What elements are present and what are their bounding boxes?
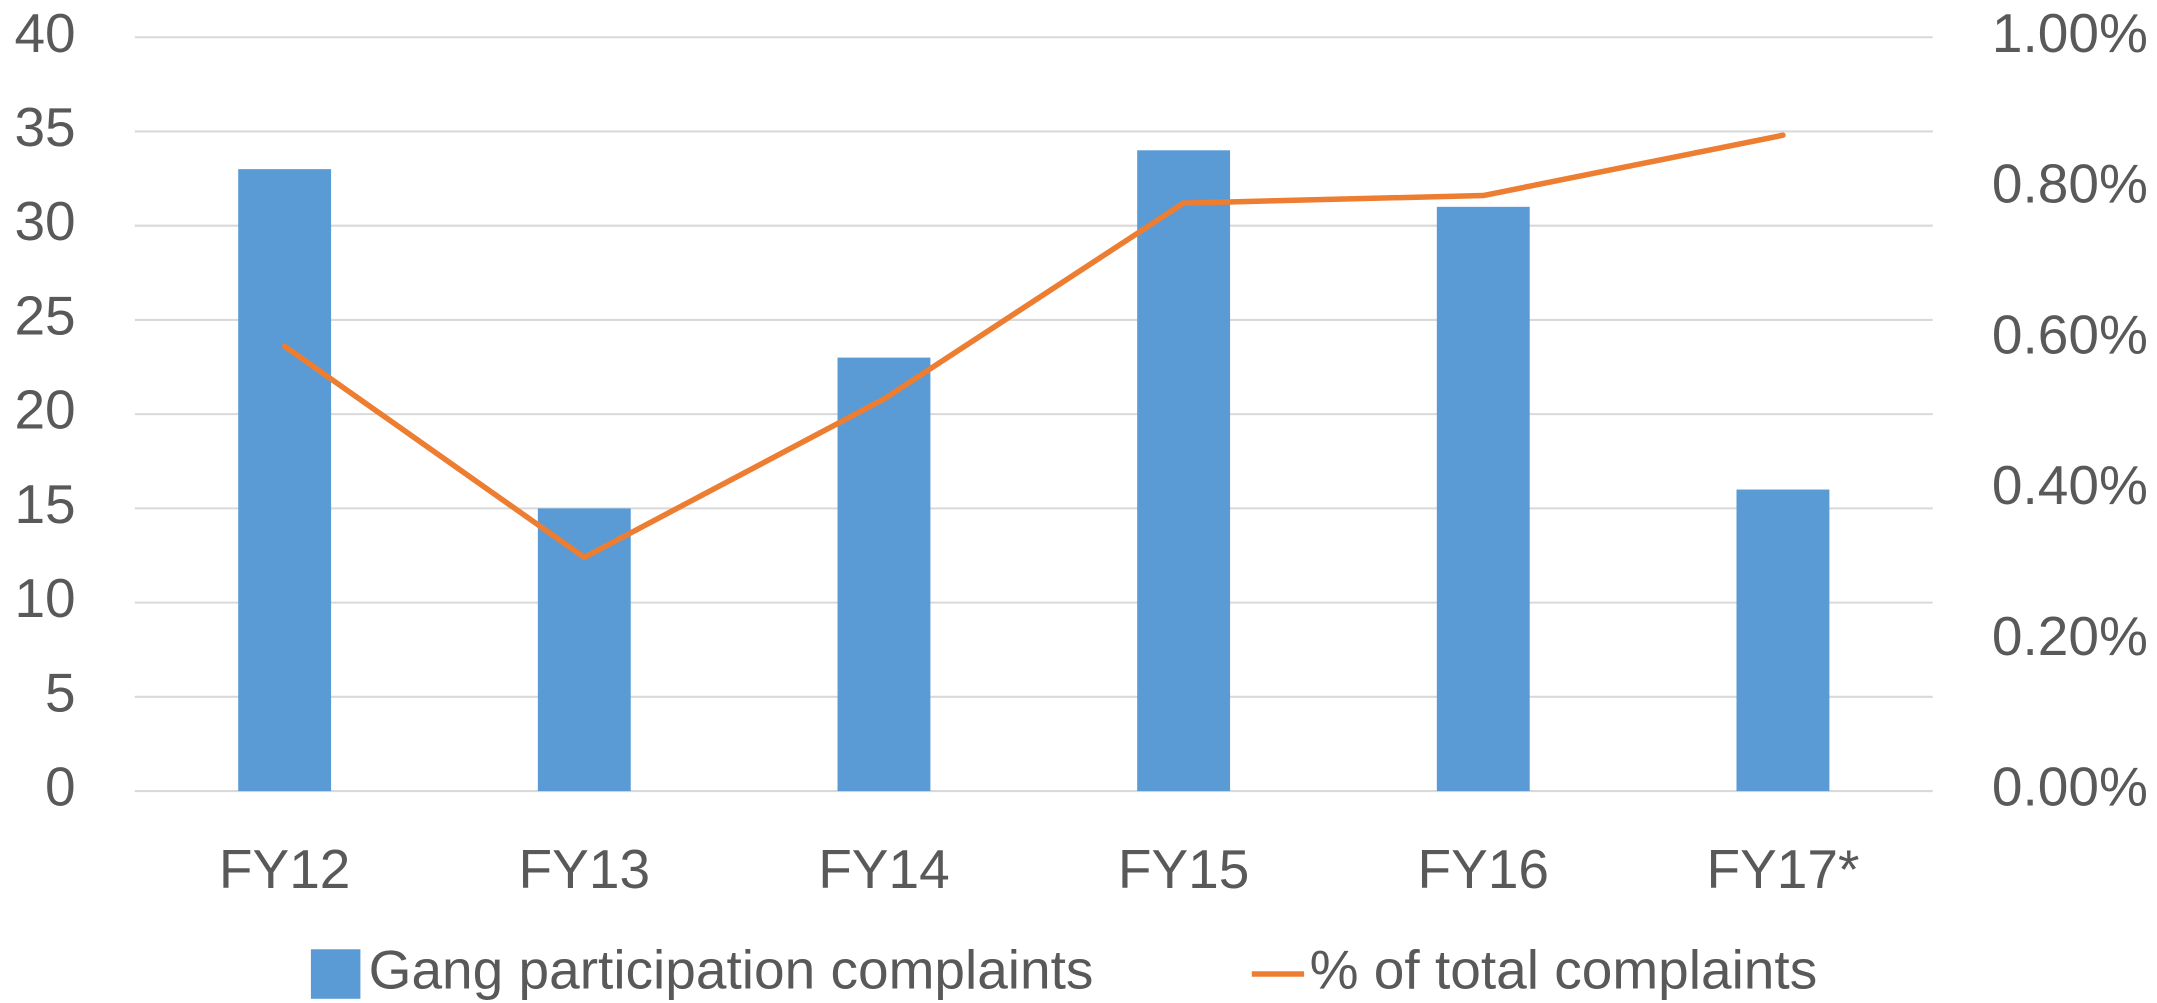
- y-tick-label: 5: [45, 661, 76, 723]
- y2-tick-label: 0.20%: [1992, 605, 2148, 667]
- y2-tick-label: 1.00%: [1992, 2, 2148, 64]
- x-tick-label: FY16: [1418, 838, 1550, 900]
- bar: [837, 357, 931, 792]
- y-tick-label: 0: [45, 756, 76, 818]
- y-tick-label: 40: [14, 2, 75, 64]
- y2-tick-label: 0.00%: [1992, 756, 2148, 818]
- x-tick-label: FY12: [219, 838, 351, 900]
- bar: [1137, 150, 1231, 792]
- y-tick-label: 25: [14, 284, 75, 346]
- x-tick-label: FY17*: [1706, 838, 1859, 900]
- y-tick-label: 20: [14, 379, 75, 441]
- legend-label: Gang participation complaints: [369, 939, 1094, 1001]
- y2-tick-label: 0.40%: [1992, 454, 2148, 516]
- x-tick-label: FY14: [818, 838, 950, 900]
- y2-tick-label: 0.60%: [1992, 303, 2148, 365]
- bar: [238, 169, 332, 792]
- y-tick-label: 10: [14, 567, 75, 629]
- y-tick-label: 35: [14, 96, 75, 158]
- y-tick-label: 30: [14, 190, 75, 252]
- x-tick-label: FY13: [519, 838, 651, 900]
- x-tick-label: FY15: [1118, 838, 1250, 900]
- legend-label: % of total complaints: [1310, 939, 1818, 1001]
- y2-tick-label: 0.80%: [1992, 153, 2148, 215]
- bar: [1436, 206, 1530, 792]
- legend-swatch: [310, 949, 361, 999]
- line: [281, 132, 1786, 561]
- y-tick-label: 15: [14, 473, 75, 535]
- bar: [1736, 489, 1830, 792]
- bar: [537, 508, 631, 792]
